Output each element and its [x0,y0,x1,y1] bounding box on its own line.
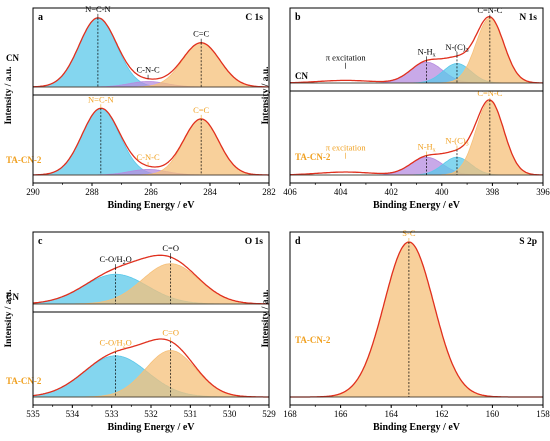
panel-letter: b [295,12,301,23]
x-tick-label: 158 [536,409,550,419]
x-tick-label: 402 [384,187,398,197]
x-tick-label: 400 [435,187,449,197]
peak-label: N=C-N [85,4,111,14]
sample-ta-cn-2: C-O/H2O C=O TA-CN-2 [6,327,269,398]
x-axis-label: Binding Energy / eV [108,422,196,433]
x-tick-label: 532 [144,409,158,419]
panel-title: C 1s [245,13,263,23]
envelope-line [33,17,269,88]
panel-title: N 1s [519,13,537,23]
x-tick-label: 534 [66,409,80,419]
sample-label: TA-CN-2 [295,152,331,162]
sample-ta-cn-2: N=C-N C-N-C C=C TA-CN-2 [6,94,269,176]
peak-label: π excitation [326,143,367,153]
x-tick-label: 160 [486,409,500,419]
x-tick-label: 404 [334,187,348,197]
peak-label: S-C [402,228,416,238]
y-axis-label: Intensity / a.u. [261,289,271,347]
x-tick-label: 535 [26,409,40,419]
envelope-line [32,254,269,305]
envelope-line [32,338,269,398]
panel-letter: d [295,236,301,247]
sample-cn: C-O/H2O C=O CN [6,243,270,305]
sample-label: TA-CN-2 [6,155,42,165]
x-tick-label: 531 [184,409,198,419]
peak-label: π excitation [326,53,367,63]
peak-label: N-Hx [418,142,436,154]
x-tick-label: 288 [85,187,99,197]
peak-label: C-N-C [136,65,159,75]
sample-label: TA-CN-2 [6,376,42,386]
peak-label: C=C [193,105,209,115]
x-tick-label: 290 [26,187,40,197]
x-axis-label: Binding Energy / eV [373,200,461,211]
sample-ta-cn-2: π excitation N-Hx N-(C)3 C=N-C TA-CN-2 [289,88,544,176]
x-tick-label: 166 [334,409,348,419]
peak-label: C=N-C [477,88,502,98]
peak-label: C=O [162,327,179,337]
panel-a: N=C-N C-N-C C=C CN N=C-N C-N-C C=C TA-CN-2 290 28… [4,4,276,211]
x-tick-label: 162 [435,409,449,419]
panel-letter: c [38,236,43,247]
y-axis-label: Intensity / a.u. [261,66,271,124]
peak-label: C-O/H2O [99,254,131,266]
x-axis-label: Binding Energy / eV [373,422,461,433]
envelope-line [289,99,543,176]
sample-label: TA-CN-2 [295,335,331,345]
peak-label: C=N-C [477,5,502,15]
sample-label: CN [295,71,308,81]
sample-label: CN [6,53,19,63]
envelope-line [33,107,269,176]
panel-title: S 2p [519,237,537,247]
peak-fill-sc [290,241,543,398]
peak-label: C-O/H2O [99,338,131,350]
panel-d: S-C TA-CN-2 168 166 164 162 160 158 Binding Ener… [261,228,550,433]
sample-ta-cn-2: S-C TA-CN-2 [290,228,543,398]
peak-label: N-Hx [418,46,436,58]
y-axis-label: Intensity / a.u. [4,289,14,347]
x-tick-label: 533 [105,409,119,419]
x-tick-label: 284 [203,187,217,197]
sample-label: CN [6,292,19,302]
peak-label: N-(C)3 [445,136,468,148]
peak-label: C-N-C [136,152,159,162]
sample-cn: π excitation N-Hx N-(C)3 C=N-C CN [290,5,544,84]
panel-title: O 1s [245,237,264,247]
peak-label: C=C [193,29,209,39]
sample-cn: N=C-N C-N-C C=C CN [6,4,270,88]
x-tick-label: 398 [486,187,500,197]
y-axis-label: Intensity / a.u. [4,66,14,124]
x-tick-label: 530 [223,409,237,419]
x-axis-label: Binding Energy / eV [108,200,196,211]
x-tick-label: 168 [283,409,297,419]
x-tick-label: 529 [262,409,276,419]
envelope-line [290,16,544,84]
peak-label: N-(C)3 [445,42,468,54]
x-tick-label: 396 [536,187,550,197]
panel-c: C-O/H2O C=O CN C-O/H2O C=O TA-CN-2 535 534 533 53… [4,231,276,433]
x-tick-label: 406 [283,187,297,197]
panel-letter: a [38,12,43,23]
peak-label: N=C-N [88,94,114,104]
x-tick-label: 282 [262,187,276,197]
peak-label: C=O [162,243,179,253]
x-tick-label: 164 [384,409,398,419]
x-tick-label: 286 [144,187,158,197]
